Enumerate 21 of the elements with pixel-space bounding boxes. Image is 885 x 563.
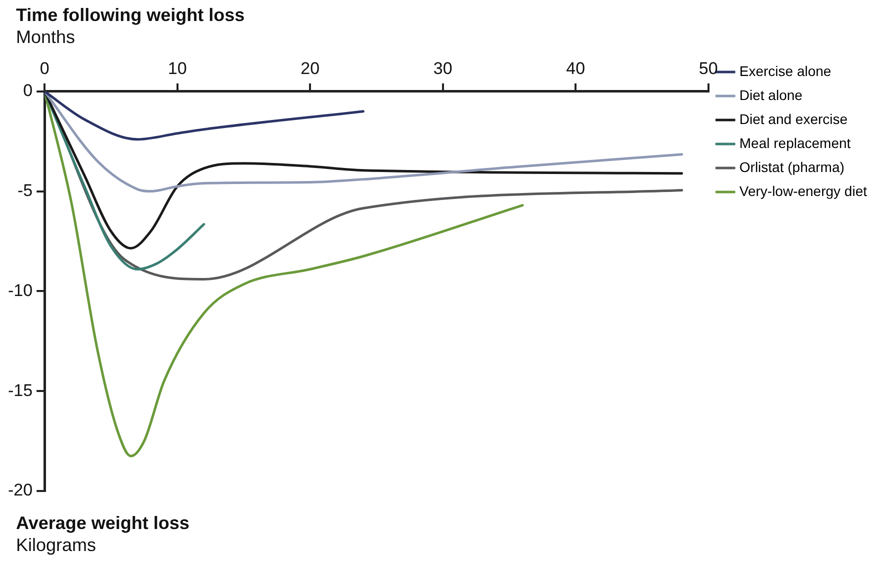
y-tick-label: -20 — [8, 480, 33, 500]
x-tick-label: 0 — [40, 58, 50, 78]
legend-label: Exercise alone — [739, 62, 832, 79]
legend-label: Orlistat (pharma) — [739, 158, 844, 175]
x-tick-label: 50 — [698, 58, 718, 78]
y-axis-title: Average weight loss Kilograms — [16, 512, 190, 556]
y-tick-label: -5 — [17, 180, 33, 200]
line-series — [44, 91, 364, 141]
y-tick-label: 0 — [23, 81, 33, 100]
y-tick-label: -15 — [8, 380, 33, 400]
y-tick-label: -10 — [8, 280, 33, 300]
x-axis-title: Time following weight loss Months — [16, 4, 245, 48]
x-tick-label: 40 — [566, 58, 586, 78]
x-tick-label: 30 — [433, 58, 452, 78]
legend-label: Diet alone — [739, 86, 803, 103]
x-tick-label: 20 — [300, 58, 320, 78]
legend-label: Very-low-energy diet — [739, 182, 868, 199]
legend-label: Meal replacement — [739, 134, 851, 151]
x-tick-label: 10 — [168, 58, 187, 78]
legend-label: Diet and exercise — [739, 110, 848, 127]
line-series — [44, 91, 684, 193]
